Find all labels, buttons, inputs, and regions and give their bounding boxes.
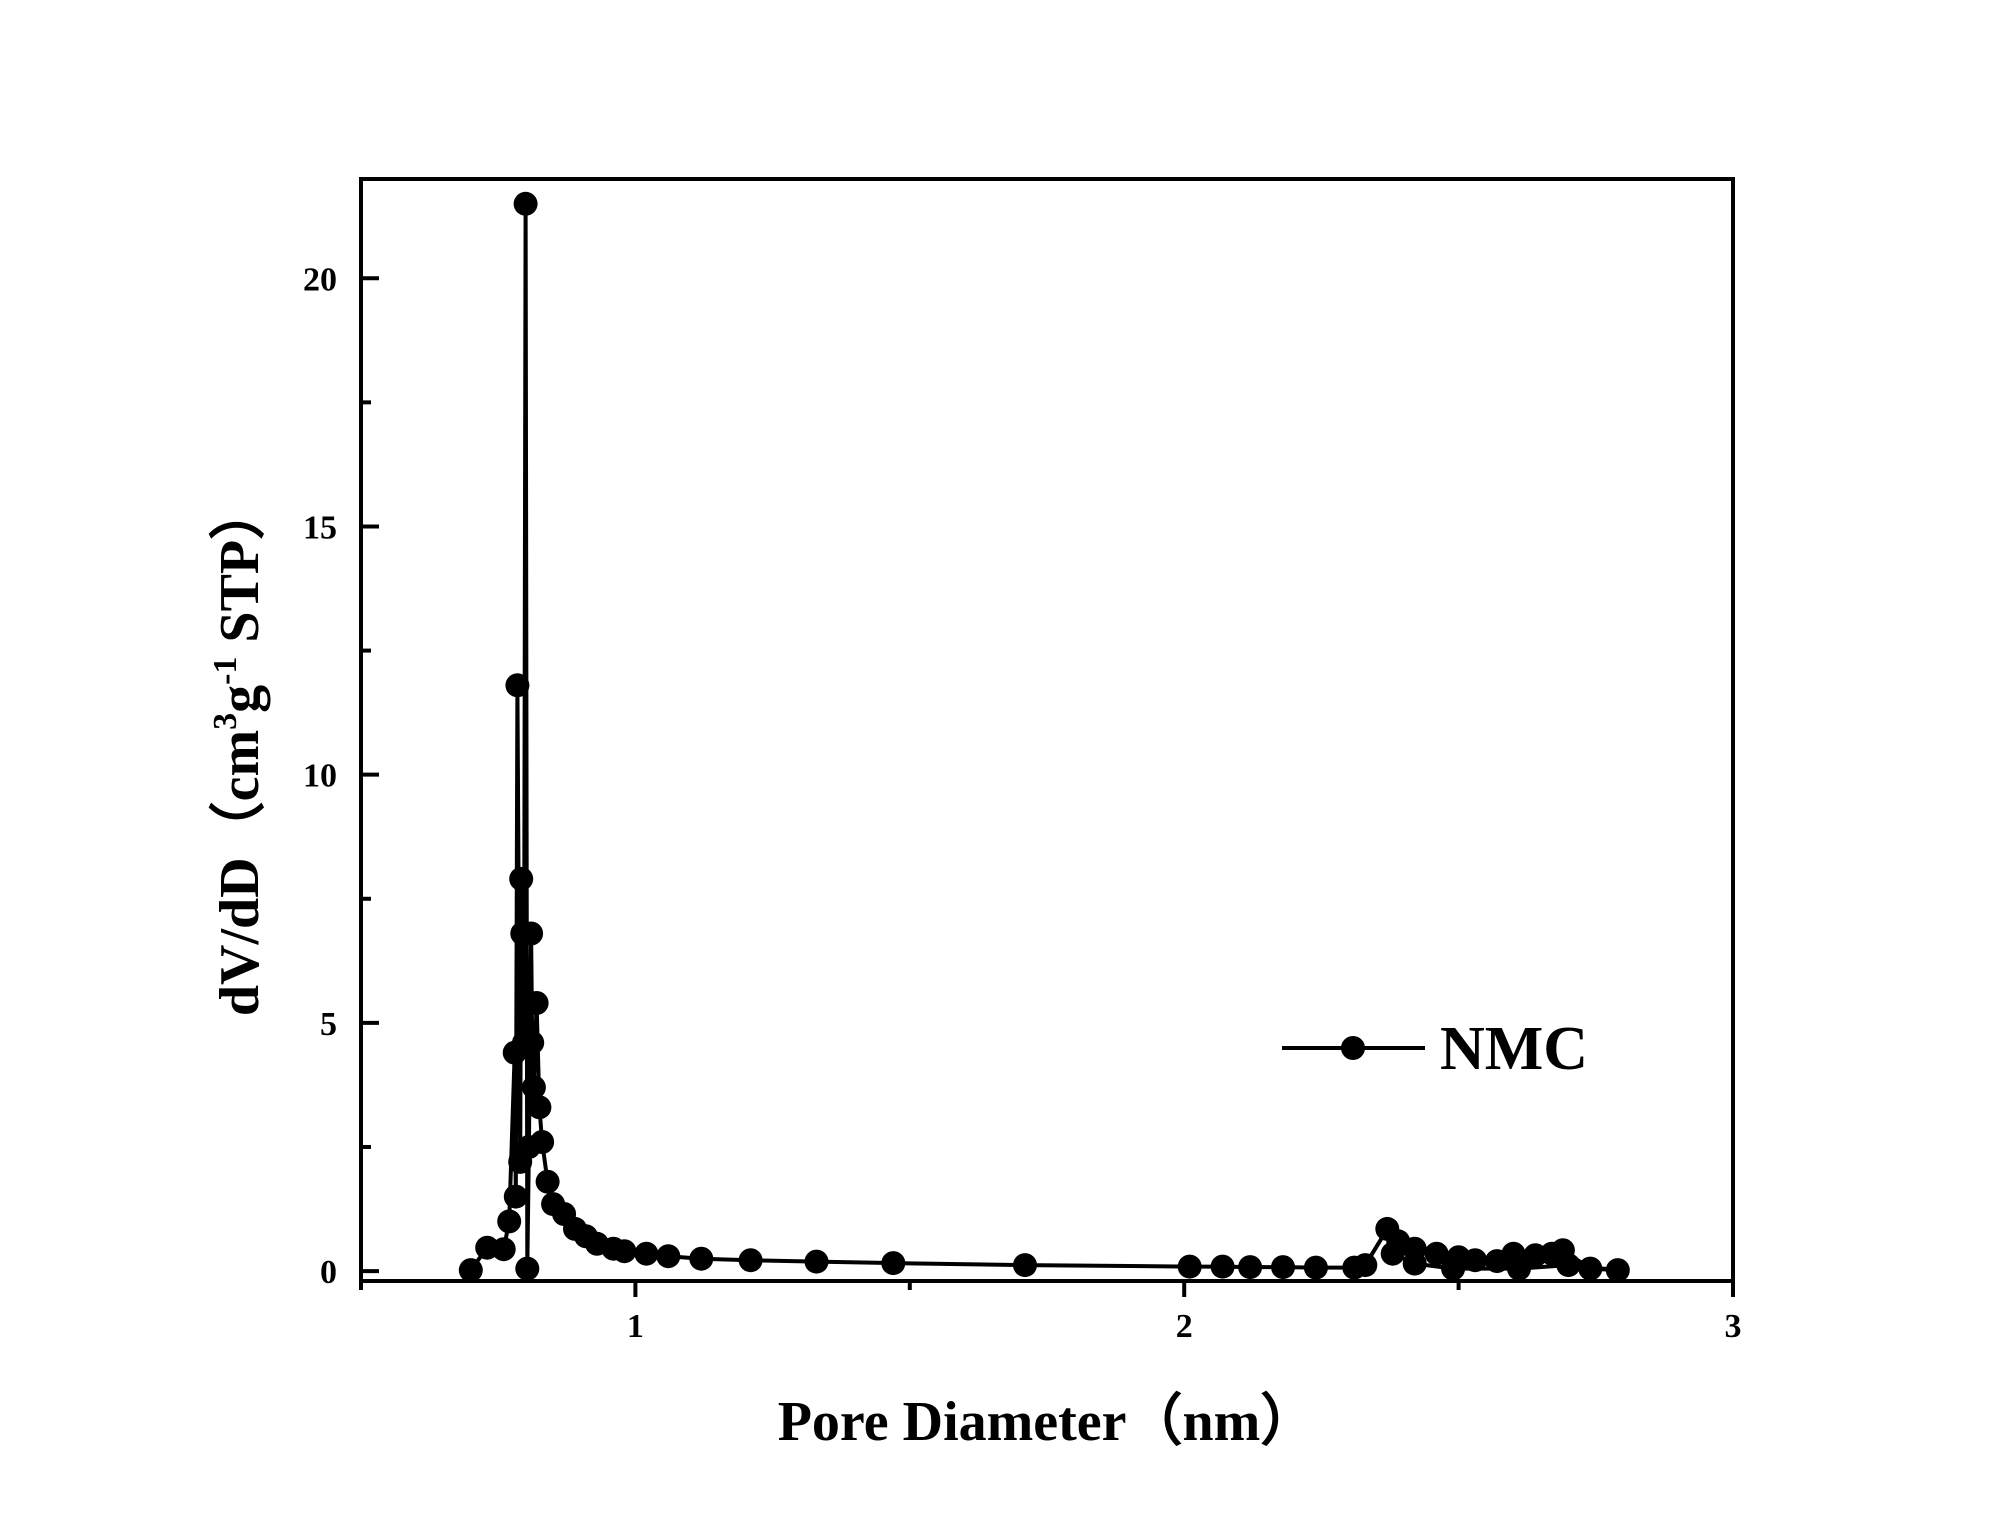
y-axis-title-sup-1: 3 <box>207 713 244 730</box>
data-point <box>527 1095 552 1120</box>
data-point <box>521 1075 546 1100</box>
x-tick-label: 2 <box>1176 1308 1193 1345</box>
data-point <box>458 1258 483 1283</box>
y-axis-title: dV/dD（cm3g-1 STP） <box>207 484 271 1016</box>
data-point <box>1013 1253 1037 1278</box>
data-point <box>634 1241 659 1266</box>
data-point <box>520 1030 545 1055</box>
y-axis-title-sup-2: -1 <box>207 657 244 685</box>
y-tick-label: 15 <box>303 509 337 546</box>
data-point <box>497 1209 522 1234</box>
y-axis-title-mid: g <box>209 685 271 713</box>
data-point <box>1380 1241 1405 1266</box>
y-tick-label: 10 <box>303 758 337 795</box>
data-point <box>1353 1253 1378 1278</box>
data-point <box>524 991 549 1015</box>
data-point <box>738 1248 763 1273</box>
data-point <box>509 866 534 891</box>
data-point <box>881 1251 906 1276</box>
data-point <box>1238 1255 1263 1280</box>
data-point <box>1177 1254 1202 1279</box>
data-point <box>1578 1256 1603 1281</box>
x-tick-label: 1 <box>627 1308 644 1345</box>
data-point <box>513 191 538 216</box>
x-axis-title: Pore Diameter（nm） <box>778 1390 1317 1453</box>
data-point <box>1424 1241 1449 1266</box>
y-tick-label: 0 <box>320 1254 337 1291</box>
data-point <box>804 1249 829 1274</box>
data-point <box>1556 1253 1581 1278</box>
data-point <box>1210 1254 1235 1279</box>
tick-layer: 1 2 3 0 5 10 15 20 <box>303 261 1742 1345</box>
data-point <box>1271 1255 1295 1280</box>
legend: NMC <box>1282 1015 1588 1083</box>
data-point <box>519 921 544 946</box>
data-point <box>1402 1251 1427 1276</box>
x-tick-label: 3 <box>1725 1308 1742 1345</box>
data-point <box>689 1246 714 1271</box>
y-tick-label: 20 <box>303 261 337 298</box>
data-point <box>515 1256 540 1281</box>
y-axis-title-prefix: dV/dD（cm <box>208 730 271 1016</box>
data-point <box>1463 1248 1488 1273</box>
data-point <box>491 1237 516 1262</box>
legend-marker <box>1341 1036 1365 1060</box>
data-layer <box>458 191 1630 1283</box>
plot-frame <box>359 177 1735 1283</box>
data-point <box>530 1130 555 1154</box>
data-point <box>1441 1256 1466 1281</box>
data-point <box>1303 1255 1328 1280</box>
data-point <box>535 1169 560 1194</box>
data-point <box>1507 1256 1531 1281</box>
y-axis-title-suffix: STP） <box>208 484 271 657</box>
data-point <box>656 1244 681 1269</box>
data-point <box>503 1184 528 1209</box>
y-tick-label: 5 <box>320 1006 337 1043</box>
data-point <box>612 1239 637 1264</box>
legend-label: NMC <box>1440 1015 1588 1083</box>
data-point <box>505 673 530 698</box>
data-point <box>1605 1258 1630 1283</box>
